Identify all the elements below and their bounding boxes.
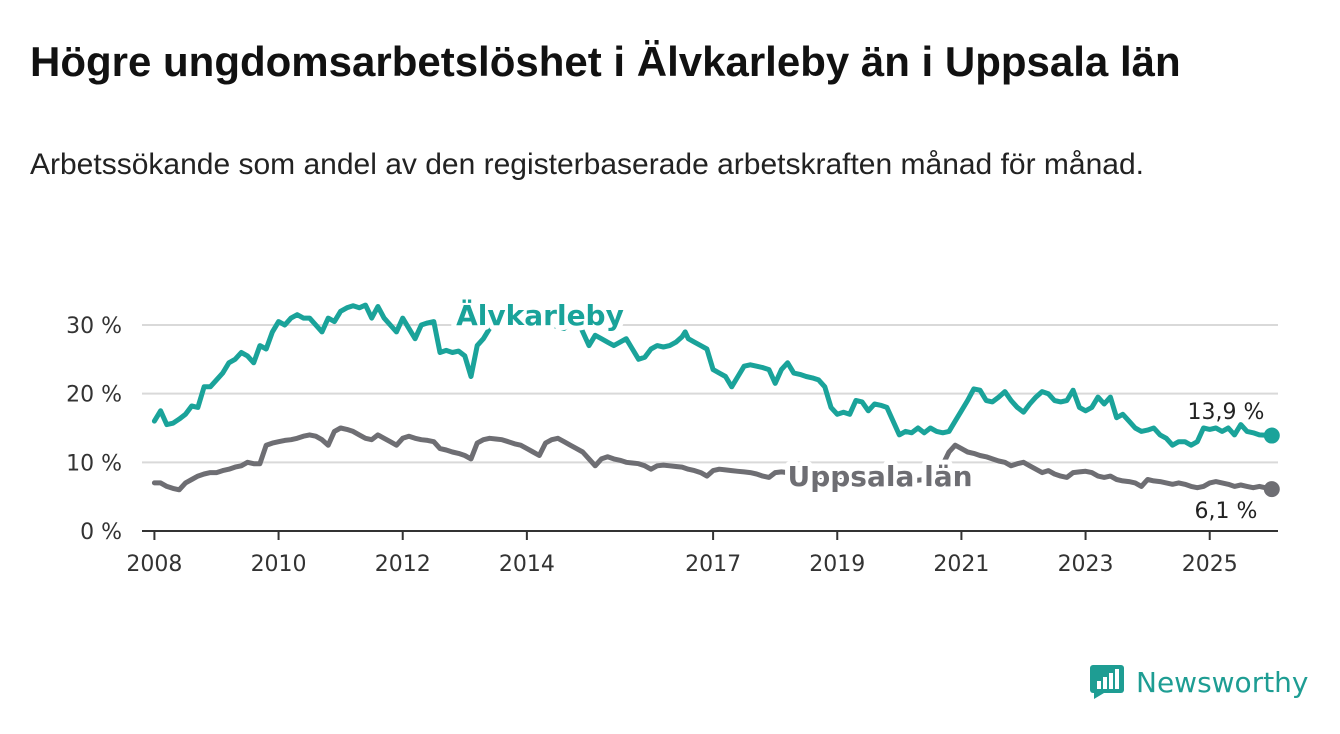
x-tick-label: 2025 [1182,552,1238,577]
series-line-uppsala-lan [151,425,1275,493]
y-tick-label: 10 % [66,451,122,476]
series-label-alvkarleby: Älvkarleby [456,298,624,332]
end-value-label-alvkarleby: 13,9 % [1188,400,1265,425]
end-point-uppsala-lan [1263,481,1280,498]
chart-subtitle: Arbetssökande som andel av den registerb… [30,148,1144,181]
x-tick-label: 2021 [933,552,989,577]
end-point-alvkarleby [1263,427,1280,444]
newsworthy-logo-icon [1090,665,1124,699]
x-tick-label: 2019 [809,552,865,577]
x-tick-label: 2008 [126,552,182,577]
gridlines [142,324,1278,464]
series-line-alvkarleby [151,302,1275,448]
x-axis: 2008 2010 2012 2014 2017 2019 2021 2023 2025 [126,531,1238,577]
x-tick-label: 2010 [251,552,307,577]
x-tick-label: 2023 [1058,552,1114,577]
y-axis: 0 % 10 % 20 % 30 % [66,314,1278,545]
x-tick-label: 2014 [499,552,555,577]
x-tick-label: 2017 [685,552,741,577]
chart-title: Högre ungdomsarbetslöshet i Älvkarleby ä… [30,38,1181,85]
series-label-uppsala-lan: Uppsala län [787,460,972,493]
y-tick-label: 20 % [66,383,122,408]
series-labels: Älvkarleby 13,9 % Uppsala län 6,1 % [451,293,1267,527]
line-chart: 0 % 10 % 20 % 30 % 2008 2010 2012 2014 2017 2019… [66,293,1280,577]
brand: Newsworthy [1090,660,1309,704]
y-tick-label: 30 % [66,314,122,339]
series-group [151,302,1280,498]
y-tick-label: 0 % [80,520,122,545]
brand-name: Newsworthy [1136,665,1309,699]
x-tick-label: 2012 [375,552,431,577]
end-value-label-uppsala-lan: 6,1 % [1195,499,1258,524]
